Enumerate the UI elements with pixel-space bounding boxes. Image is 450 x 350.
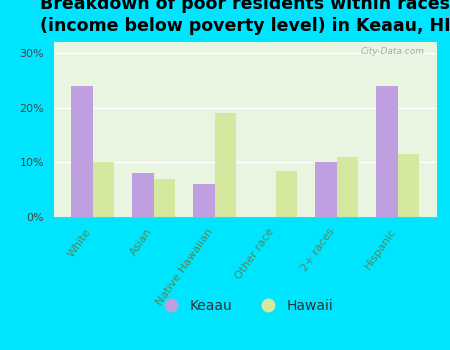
Bar [376, 86, 398, 217]
Title: Breakdown of poor residents within races
(income below poverty level) in Keaau, : Breakdown of poor residents within races… [40, 0, 450, 35]
Bar [337, 157, 358, 217]
Bar [194, 184, 215, 217]
Bar [398, 154, 419, 217]
Bar [132, 173, 154, 217]
Bar [276, 170, 297, 217]
Bar [215, 113, 236, 217]
Bar [72, 86, 93, 217]
Bar [154, 179, 175, 217]
Text: City-Data.com: City-Data.com [361, 47, 425, 56]
Legend: Keaau, Hawaii: Keaau, Hawaii [151, 293, 339, 319]
Bar [315, 162, 337, 217]
Bar [93, 162, 114, 217]
